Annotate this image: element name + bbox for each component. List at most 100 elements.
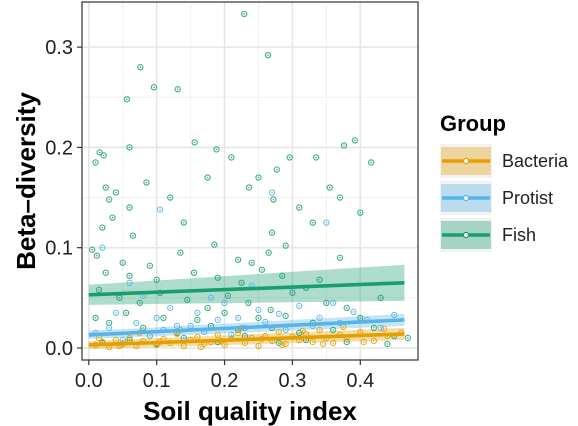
legend-title: Group [440, 111, 506, 136]
data-point-protist [214, 316, 221, 324]
data-point-center-bacteria [155, 344, 158, 346]
plot-panel [82, 2, 418, 360]
data-point-center-fish [115, 191, 117, 194]
data-point-fish [153, 276, 160, 283]
data-point-fish [106, 196, 113, 203]
data-point-bacteria [221, 341, 228, 349]
data-point-center-fish [215, 148, 218, 151]
legend-label-protist: Protist [502, 188, 553, 208]
data-point-fish [330, 326, 337, 334]
data-point-center-fish [183, 221, 185, 224]
data-point-center-fish [139, 66, 142, 68]
plot-border [81, 1, 419, 361]
data-point-center-fish [272, 198, 275, 201]
data-point-center-bacteria [264, 335, 267, 337]
data-point-center-bacteria [342, 326, 345, 328]
data-point-center-protist [183, 337, 185, 339]
data-point-center-fish [359, 211, 362, 214]
data-point-center-fish [271, 231, 273, 234]
data-point-center-fish [227, 295, 229, 297]
data-point-protist [194, 309, 201, 317]
data-point-center-bacteria [183, 345, 185, 347]
data-point-center-fish [261, 268, 263, 271]
confidence-ribbon-fish [88, 264, 405, 305]
data-point-center-protist [230, 334, 233, 336]
data-point-fish [112, 189, 120, 196]
data-point-center-fish [96, 254, 98, 257]
data-point-fish [245, 299, 252, 306]
data-point-protist [262, 318, 269, 326]
legend-label-bacteria: Bacteria [502, 151, 569, 171]
data-point-fish [95, 286, 103, 293]
data-point-fish [191, 139, 198, 146]
data-point-fish [340, 142, 348, 149]
data-point-center-fish [298, 332, 301, 334]
data-point-center-protist [108, 327, 110, 329]
data-point-center-fish [98, 289, 100, 291]
data-point-fish [190, 269, 198, 276]
data-point-protist [112, 309, 120, 317]
y-axis-ticks: 0.0 0.1 0.2 0.3 [45, 37, 82, 360]
data-point-center-fish [213, 243, 216, 246]
data-point-center-bacteria [281, 344, 284, 346]
data-point-center-bacteria [373, 340, 375, 342]
data-point-center-fish [125, 312, 127, 314]
data-point-fish [146, 262, 154, 269]
data-point-fish [213, 146, 220, 153]
legend-key-point [462, 231, 470, 239]
data-point-center-fish [284, 244, 287, 247]
trend-line-fish [88, 280, 405, 297]
data-point-fish [92, 314, 99, 322]
data-point-center-bacteria [108, 346, 110, 348]
data-point-center-protist [159, 208, 161, 211]
data-point-center-fish [244, 335, 246, 337]
data-point-center-bacteria [115, 339, 117, 341]
data-point-center-fish [102, 154, 105, 157]
x-axis-ticks: 0.0 0.1 0.2 0.3 0.4 [75, 360, 374, 392]
data-point-protist [350, 308, 357, 316]
data-point-center-fish [311, 221, 314, 224]
data-point-bacteria [370, 337, 378, 345]
data-point-center-fish [104, 271, 107, 274]
data-point-center-bacteria [244, 342, 246, 344]
data-point-fish [286, 154, 293, 161]
data-point-fish [89, 246, 96, 253]
data-point-center-protist [352, 311, 355, 313]
data-point-fish [404, 334, 411, 342]
data-point-fish [384, 340, 391, 348]
data-point-center-fish [155, 278, 158, 281]
data-point-center-bacteria [162, 338, 165, 340]
trend-lines [88, 280, 405, 347]
data-point-bacteria [309, 338, 316, 346]
data-point-center-protist [121, 339, 124, 341]
data-point-fish [123, 96, 130, 103]
grid-minor [82, 2, 418, 360]
data-point-fish [245, 184, 253, 191]
data-point-center-bacteria [203, 343, 205, 345]
data-point-bacteria [126, 334, 133, 342]
data-point-center-fish [230, 156, 233, 159]
data-point-center-fish [128, 274, 131, 277]
data-point-center-protist [142, 295, 144, 297]
data-point-center-bacteria [237, 332, 239, 334]
data-point-center-fish [298, 206, 301, 209]
data-point-center-fish [257, 317, 260, 319]
data-point-center-fish [186, 299, 189, 301]
data-point-center-protist [216, 319, 219, 321]
data-point-center-fish [332, 329, 334, 331]
data-point-center-bacteria [216, 334, 219, 336]
legend: Group Bacteria Protist Fish [440, 111, 569, 252]
data-point-center-protist [210, 297, 212, 299]
data-point-fish [377, 294, 384, 301]
data-point-center-fish [305, 339, 307, 341]
data-point-bacteria [282, 340, 289, 348]
data-point-protist [275, 310, 282, 318]
data-point-center-protist [271, 191, 273, 194]
data-point-fish [343, 304, 350, 312]
data-point-protist [234, 314, 242, 322]
data-point-fish [100, 152, 107, 159]
data-point-center-protist [223, 302, 226, 304]
data-point-fish [137, 64, 144, 71]
data-point-bacteria [380, 325, 388, 333]
